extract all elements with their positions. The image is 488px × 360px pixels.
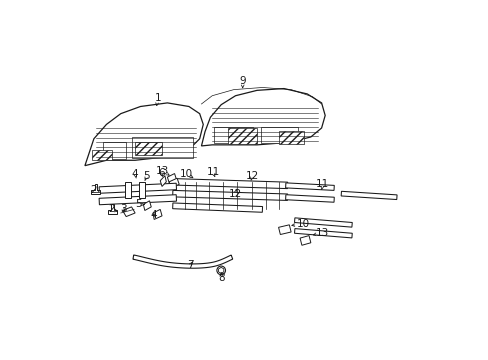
Polygon shape (92, 149, 112, 160)
Polygon shape (160, 176, 166, 186)
Text: 9: 9 (239, 76, 245, 86)
Text: 11: 11 (206, 167, 219, 177)
Polygon shape (133, 255, 232, 268)
Polygon shape (172, 190, 287, 201)
Polygon shape (135, 142, 162, 155)
Text: 4: 4 (132, 168, 138, 179)
Polygon shape (85, 103, 203, 166)
Text: 7: 7 (186, 260, 193, 270)
Polygon shape (278, 131, 303, 144)
Text: 8: 8 (218, 273, 224, 283)
Polygon shape (102, 142, 126, 159)
Text: 13: 13 (315, 228, 328, 238)
Polygon shape (341, 191, 396, 199)
Polygon shape (294, 218, 351, 227)
Polygon shape (107, 204, 117, 214)
Polygon shape (228, 128, 257, 144)
Polygon shape (260, 127, 298, 143)
Text: 5: 5 (135, 199, 142, 210)
Text: 12: 12 (245, 171, 259, 181)
Polygon shape (218, 267, 224, 273)
Polygon shape (169, 178, 179, 188)
Polygon shape (214, 127, 253, 143)
Text: 13: 13 (156, 166, 169, 176)
Text: 10: 10 (297, 219, 309, 229)
Polygon shape (122, 207, 135, 217)
Text: 5: 5 (143, 171, 150, 181)
Text: 2: 2 (90, 185, 96, 195)
Polygon shape (131, 137, 192, 158)
Polygon shape (143, 201, 151, 211)
Polygon shape (99, 195, 176, 205)
Polygon shape (278, 225, 290, 234)
Polygon shape (153, 210, 162, 220)
Polygon shape (285, 195, 334, 202)
Polygon shape (172, 203, 262, 212)
Polygon shape (201, 89, 325, 146)
Polygon shape (139, 182, 145, 198)
Polygon shape (300, 235, 310, 245)
Polygon shape (99, 183, 176, 193)
Text: 2: 2 (107, 204, 114, 215)
Text: 6: 6 (158, 168, 164, 178)
Text: 4: 4 (150, 210, 157, 220)
Text: 10: 10 (180, 168, 193, 179)
Circle shape (217, 266, 225, 275)
Text: 3: 3 (120, 204, 126, 215)
Text: 12: 12 (228, 189, 242, 199)
Polygon shape (294, 229, 351, 238)
Polygon shape (91, 184, 100, 194)
Polygon shape (285, 183, 334, 190)
Text: 1: 1 (154, 93, 161, 103)
Polygon shape (172, 179, 287, 189)
Polygon shape (125, 182, 131, 198)
Text: 11: 11 (315, 179, 328, 189)
Polygon shape (167, 174, 176, 183)
